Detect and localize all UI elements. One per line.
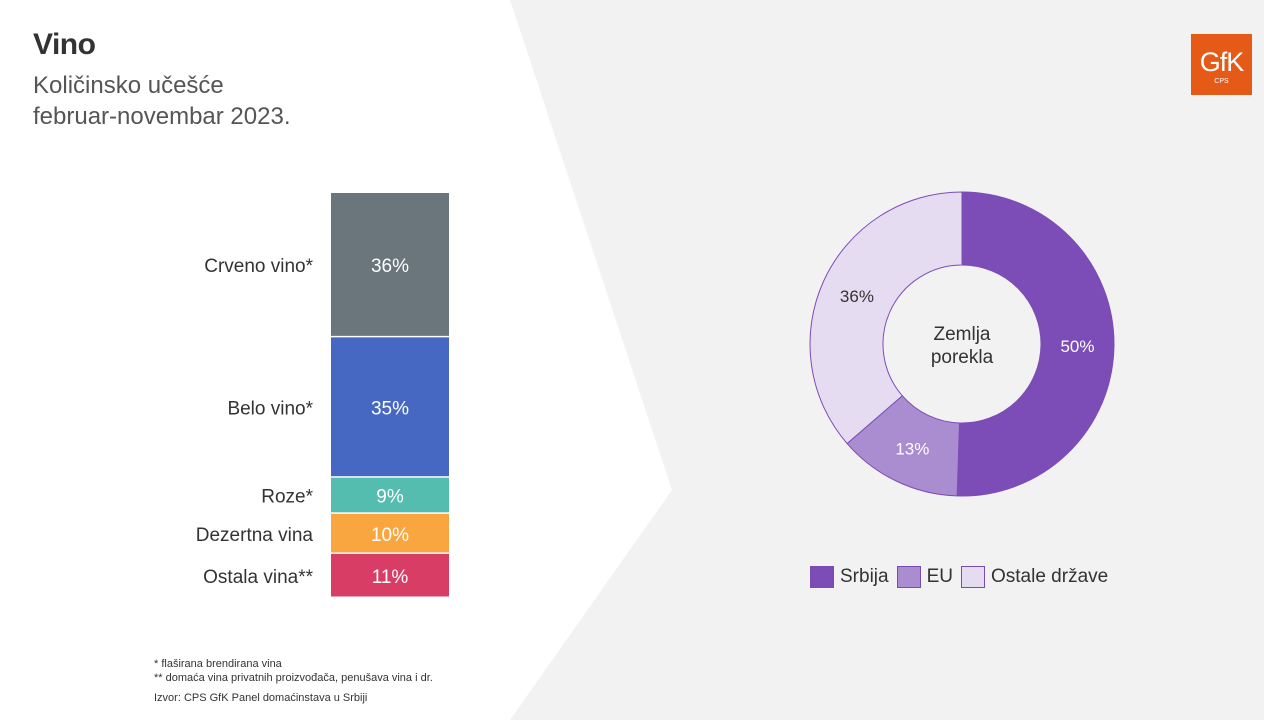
bar-value-label-0: 36% [371,256,409,277]
bar-category-label-1: Belo vino* [227,399,313,420]
subtitle-line-2: februar-novembar 2023. [33,103,291,130]
donut-legend: Srbija EU Ostale države [810,566,1116,588]
donut-value-label-1: 13% [895,439,929,458]
legend-label-srbija: Srbija [840,566,889,587]
legend-swatch-ostale [960,566,985,588]
source-note: Izvor: CPS GfK Panel domaćinstava u Srbi… [154,692,368,704]
gfk-logo: GfK CPS [1191,34,1252,95]
donut-slice-0 [956,191,1115,497]
page-title: Vino [33,28,96,61]
legend-label-eu: EU [926,566,953,587]
footnote-2: ** domaća vina privatnih proizvođača, pe… [154,672,433,684]
bar-category-label-0: Crveno vino* [204,256,313,277]
bar-category-label-4: Ostala vina** [203,567,313,588]
footnote-1: * flaširana brendirana vina [154,658,282,670]
bar-category-label-3: Dezertna vina [196,525,314,546]
donut-center-label-1: porekla [931,347,994,368]
logo-subtext: CPS [1214,78,1229,85]
logo-text: GfK [1199,47,1245,77]
legend-swatch-srbija [810,566,834,588]
bar-segment-1 [331,337,449,477]
bar-segment-3 [331,513,449,553]
footnotes: * flaširana brendirana vina ** domaća vi… [154,657,433,705]
legend-swatch-eu [896,566,921,588]
donut-value-label-2: 36% [840,287,874,306]
legend-label-ostale: Ostale države [990,566,1109,587]
legend-item-srbija: Srbija [810,566,889,588]
bar-value-label-3: 10% [371,525,409,546]
donut-center-label-0: Zemlja [933,324,990,345]
subtitle-line-1: Količinsko učešće [33,72,224,99]
donut-value-label-0: 50% [1060,337,1094,356]
legend-item-eu: EU [896,566,953,588]
bar-category-label-2: Roze* [261,487,313,508]
legend-item-ostale: Ostale države [960,566,1109,588]
bar-segment-0 [331,193,449,336]
bar-value-label-4: 11% [372,567,409,588]
donut-slice-2 [809,191,963,445]
page-subtitle: Količinsko učešće februar-novembar 2023. [33,70,290,132]
bar-segment-4 [331,553,449,597]
bar-segment-2 [331,477,449,513]
bar-value-label-2: 9% [376,487,404,508]
bar-value-label-1: 35% [371,399,409,420]
grey-chevron-panel [510,0,1264,720]
